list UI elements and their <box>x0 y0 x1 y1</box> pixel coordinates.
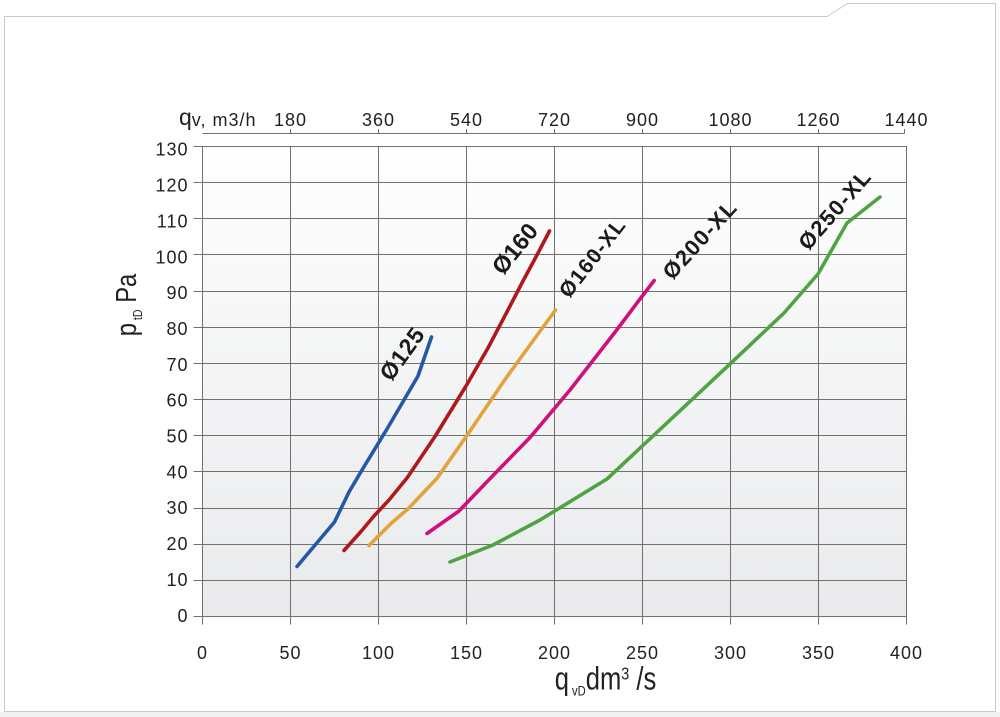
svg-text:300: 300 <box>714 643 747 663</box>
svg-text:900: 900 <box>626 110 659 130</box>
svg-text:150: 150 <box>450 643 483 663</box>
svg-text:110: 110 <box>157 211 189 231</box>
svg-text:q vDdm3 /s: q vDdm3 /s <box>555 662 657 699</box>
svg-text:50: 50 <box>166 427 188 447</box>
svg-text:p tD Pa: p tD Pa <box>110 274 146 337</box>
svg-text:350: 350 <box>802 643 835 663</box>
svg-text:qv, m3/h: qv, m3/h <box>179 104 256 130</box>
svg-text:80: 80 <box>166 319 188 339</box>
svg-text:360: 360 <box>362 110 395 130</box>
svg-text:90: 90 <box>166 283 188 303</box>
svg-text:120: 120 <box>155 176 188 196</box>
svg-text:1440: 1440 <box>884 110 928 130</box>
svg-text:40: 40 <box>166 462 188 482</box>
svg-text:10: 10 <box>166 570 188 590</box>
svg-text:1080: 1080 <box>708 110 752 130</box>
svg-text:60: 60 <box>166 391 188 411</box>
svg-text:180: 180 <box>274 110 307 130</box>
svg-text:20: 20 <box>166 534 188 554</box>
svg-text:70: 70 <box>166 355 188 375</box>
svg-text:400: 400 <box>890 643 923 663</box>
svg-text:0: 0 <box>177 606 188 626</box>
svg-text:540: 540 <box>450 110 483 130</box>
svg-text:720: 720 <box>538 110 571 130</box>
svg-text:1260: 1260 <box>796 110 840 130</box>
svg-text:100: 100 <box>155 247 188 267</box>
svg-text:200: 200 <box>538 643 571 663</box>
svg-text:30: 30 <box>166 498 188 518</box>
svg-text:100: 100 <box>362 643 395 663</box>
svg-text:130: 130 <box>155 140 188 160</box>
svg-text:250: 250 <box>626 643 659 663</box>
svg-text:50: 50 <box>279 643 301 663</box>
svg-text:0: 0 <box>197 643 208 663</box>
